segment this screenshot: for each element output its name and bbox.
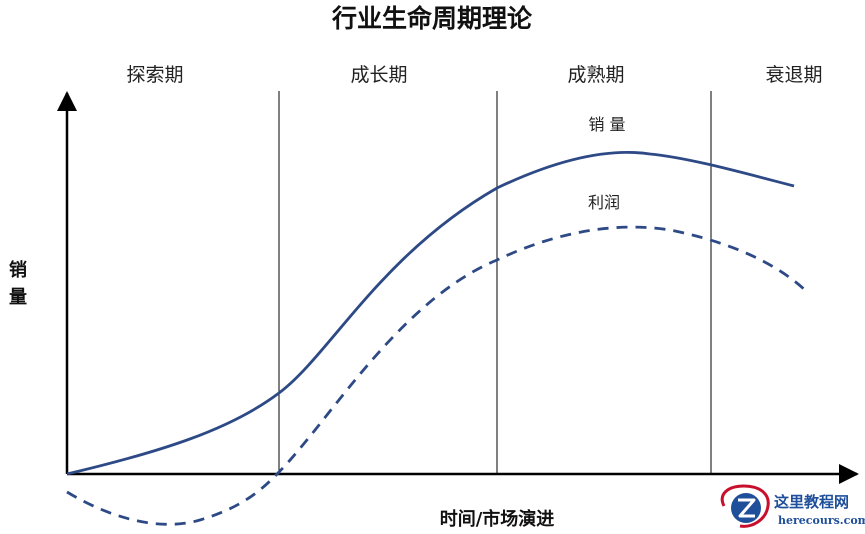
stage-label-growth: 成长期 xyxy=(350,64,407,86)
profit-curve xyxy=(66,225,806,526)
site-logo: 这里教程网 herecours.com xyxy=(720,484,865,528)
diagram-title: 行业生命周期理论 xyxy=(331,4,533,33)
x-axis-label: 时间/市场演进 xyxy=(440,508,555,530)
sales-curve xyxy=(66,150,795,476)
y-axis-label-char-1: 销 xyxy=(9,259,27,281)
stage-label-exploration: 探索期 xyxy=(126,64,183,86)
z-logo-icon xyxy=(720,484,770,528)
logo-text: 这里教程网 xyxy=(774,493,849,511)
logo-subtext: herecours.com xyxy=(778,514,865,527)
y-axis-label-char-2: 量 xyxy=(9,286,27,308)
sales-curve-label: 销 量 xyxy=(588,115,625,134)
profit-curve-label: 利润 xyxy=(588,193,620,212)
stage-label-maturity: 成熟期 xyxy=(567,64,624,86)
stage-label-decline: 衰退期 xyxy=(765,64,822,86)
